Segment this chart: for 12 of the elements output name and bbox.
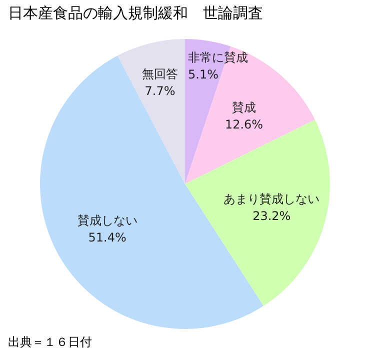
data-label: 51.4%: [88, 230, 126, 244]
data-label: 23.2%: [252, 209, 291, 224]
source-note: 出典＝１６日付: [8, 334, 92, 351]
slice-label: 非常に賛成: [188, 50, 248, 65]
slice-label: 無回答: [142, 66, 178, 81]
slice-label: あまり賛成しない: [224, 192, 320, 206]
data-label: 12.6%: [224, 117, 264, 132]
chart-title: 日本産食品の輸入規制緩和 世論調査: [8, 4, 263, 23]
slice-label: 賛成: [232, 100, 256, 114]
data-label: 7.7%: [144, 84, 176, 98]
data-label: 5.1%: [188, 68, 218, 82]
slice-label: 賛成しない: [77, 213, 138, 228]
